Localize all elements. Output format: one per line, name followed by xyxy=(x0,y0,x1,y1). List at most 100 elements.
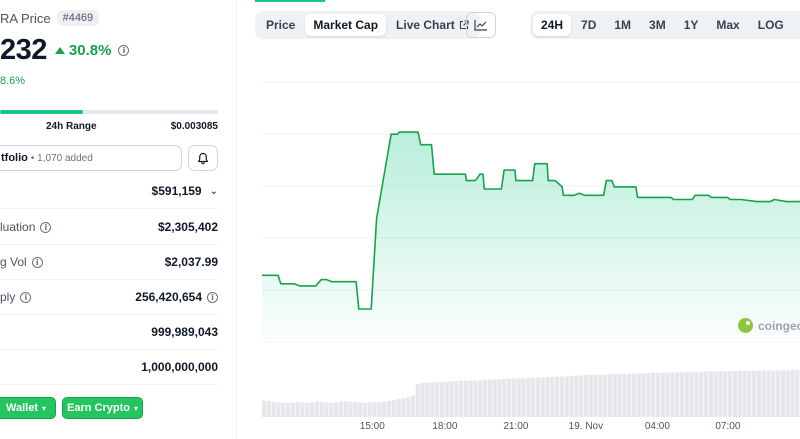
market-cap-chart[interactable] xyxy=(262,60,800,420)
range-high: $0.003085 xyxy=(170,121,218,132)
stat-value: $2,037.99 xyxy=(164,255,218,269)
rank-badge: #4469 xyxy=(56,10,100,26)
volume-bar xyxy=(761,370,766,417)
range-log[interactable]: LOG xyxy=(750,14,792,36)
volume-bar xyxy=(780,370,785,417)
volume-bar xyxy=(540,377,545,417)
stat-label-text: luation xyxy=(0,220,36,234)
wallet-button[interactable]: Wallet ▾ xyxy=(0,397,56,419)
volume-bar xyxy=(737,370,742,417)
volume-bar xyxy=(603,374,608,417)
chevron-down-icon[interactable]: ⌄ xyxy=(209,185,218,197)
volume-bar xyxy=(751,370,757,417)
chart-type-tabs: Price Market Cap Live Chart xyxy=(255,11,480,39)
volume-bar xyxy=(598,374,603,417)
volume-bar xyxy=(463,380,468,417)
volume-bar xyxy=(406,397,411,417)
volume-bar xyxy=(775,370,781,417)
volume-bar xyxy=(627,373,632,417)
volume-bar xyxy=(569,376,574,417)
time-range-tabs: 24H 7D 1M 3M 1Y Max LOG xyxy=(530,11,800,39)
bell-icon xyxy=(198,152,208,164)
volume-bar xyxy=(593,374,598,417)
range-bar xyxy=(0,110,218,114)
volume-bar xyxy=(362,402,368,417)
volume-bar xyxy=(353,401,358,417)
info-icon[interactable]: i xyxy=(207,291,218,303)
volume-bar xyxy=(535,377,540,417)
chevron-down-icon: ▾ xyxy=(41,403,46,413)
stat-row-max-supply: 1,000,000,000 xyxy=(0,350,218,385)
range-1y[interactable]: 1Y xyxy=(676,14,707,36)
range-label: 1M xyxy=(614,18,632,32)
price-alert-button[interactable] xyxy=(188,145,218,171)
tab-accent-line xyxy=(255,0,325,2)
stat-value[interactable]: $591,159 ⌄ xyxy=(152,184,218,198)
volume-bar xyxy=(756,370,761,417)
volume-bar xyxy=(420,383,425,417)
volume-bar xyxy=(506,378,512,417)
tab-market-cap[interactable]: Market Cap xyxy=(305,14,387,36)
volume-bar xyxy=(430,382,435,417)
tab-price[interactable]: Price xyxy=(258,14,303,36)
x-axis-tick-label: 15:00 xyxy=(359,421,385,432)
volume-bar xyxy=(713,371,718,417)
stat-value-text: 256,420,654 xyxy=(135,290,202,304)
stat-value-text: $591,159 xyxy=(151,184,202,198)
info-icon[interactable]: i xyxy=(31,256,43,268)
btc-change: 8.6% xyxy=(0,75,26,87)
stat-value: $2,305,402 xyxy=(157,220,218,234)
range-bar-fill xyxy=(0,110,83,114)
volume-bar xyxy=(377,402,382,417)
volume-bar xyxy=(694,371,699,417)
volume-bar xyxy=(502,378,507,417)
range-3m[interactable]: 3M xyxy=(641,14,674,36)
range-max[interactable]: Max xyxy=(708,14,747,36)
line-chart-icon xyxy=(474,20,487,31)
tab-label: Live Chart xyxy=(396,18,455,32)
earn-crypto-button[interactable]: Earn Crypto ▾ xyxy=(62,397,143,419)
info-icon[interactable]: i xyxy=(118,45,130,56)
volume-bar xyxy=(631,373,637,417)
tab-live-chart[interactable]: Live Chart xyxy=(388,14,477,36)
volume-bar xyxy=(747,370,752,417)
add-to-portfolio-button[interactable]: tfolio • 1,070 added xyxy=(0,145,182,171)
chart-style-button[interactable] xyxy=(466,12,496,38)
price-change: 30.8% xyxy=(54,42,111,59)
volume-bar xyxy=(660,372,665,417)
volume-bar xyxy=(415,384,420,417)
date-range-button[interactable] xyxy=(794,14,800,36)
volume-bar xyxy=(358,402,363,417)
panel-divider xyxy=(236,0,237,439)
volume-bar xyxy=(521,378,526,417)
volume-bar xyxy=(348,401,353,417)
x-axis-tick-label: 04:00 xyxy=(644,421,670,432)
volume-bar xyxy=(444,381,449,417)
stat-row-total-supply: 999,989,043 xyxy=(0,315,218,350)
volume-bar xyxy=(641,373,646,417)
volume-bar xyxy=(675,372,680,417)
volume-bar xyxy=(655,372,661,417)
volume-bar xyxy=(516,378,521,417)
info-icon[interactable]: i xyxy=(40,221,52,233)
volume-bar xyxy=(425,382,430,417)
volume-bar xyxy=(266,401,271,417)
x-axis-tick-label: 18:00 xyxy=(432,421,458,432)
range-label: 24h Range xyxy=(46,121,97,132)
range-7d[interactable]: 7D xyxy=(573,14,604,36)
volume-bar xyxy=(550,377,555,417)
range-1m[interactable]: 1M xyxy=(606,14,639,36)
info-icon[interactable]: i xyxy=(20,291,32,303)
up-arrow-icon xyxy=(54,47,65,54)
volume-bar xyxy=(689,371,694,417)
range-label: 3M xyxy=(649,18,666,32)
volume-bar xyxy=(478,380,483,417)
x-axis-tick-label: 21:00 xyxy=(503,421,529,432)
tab-label: Market Cap xyxy=(313,18,379,32)
volume-bar xyxy=(545,377,550,417)
price-row: 232 30.8% i xyxy=(0,34,130,67)
volume-bar xyxy=(310,402,315,417)
range-24h[interactable]: 24H xyxy=(533,14,572,36)
stat-row-supply: ply i 256,420,654 i xyxy=(0,280,218,315)
stat-value: 999,989,043 xyxy=(151,325,218,339)
